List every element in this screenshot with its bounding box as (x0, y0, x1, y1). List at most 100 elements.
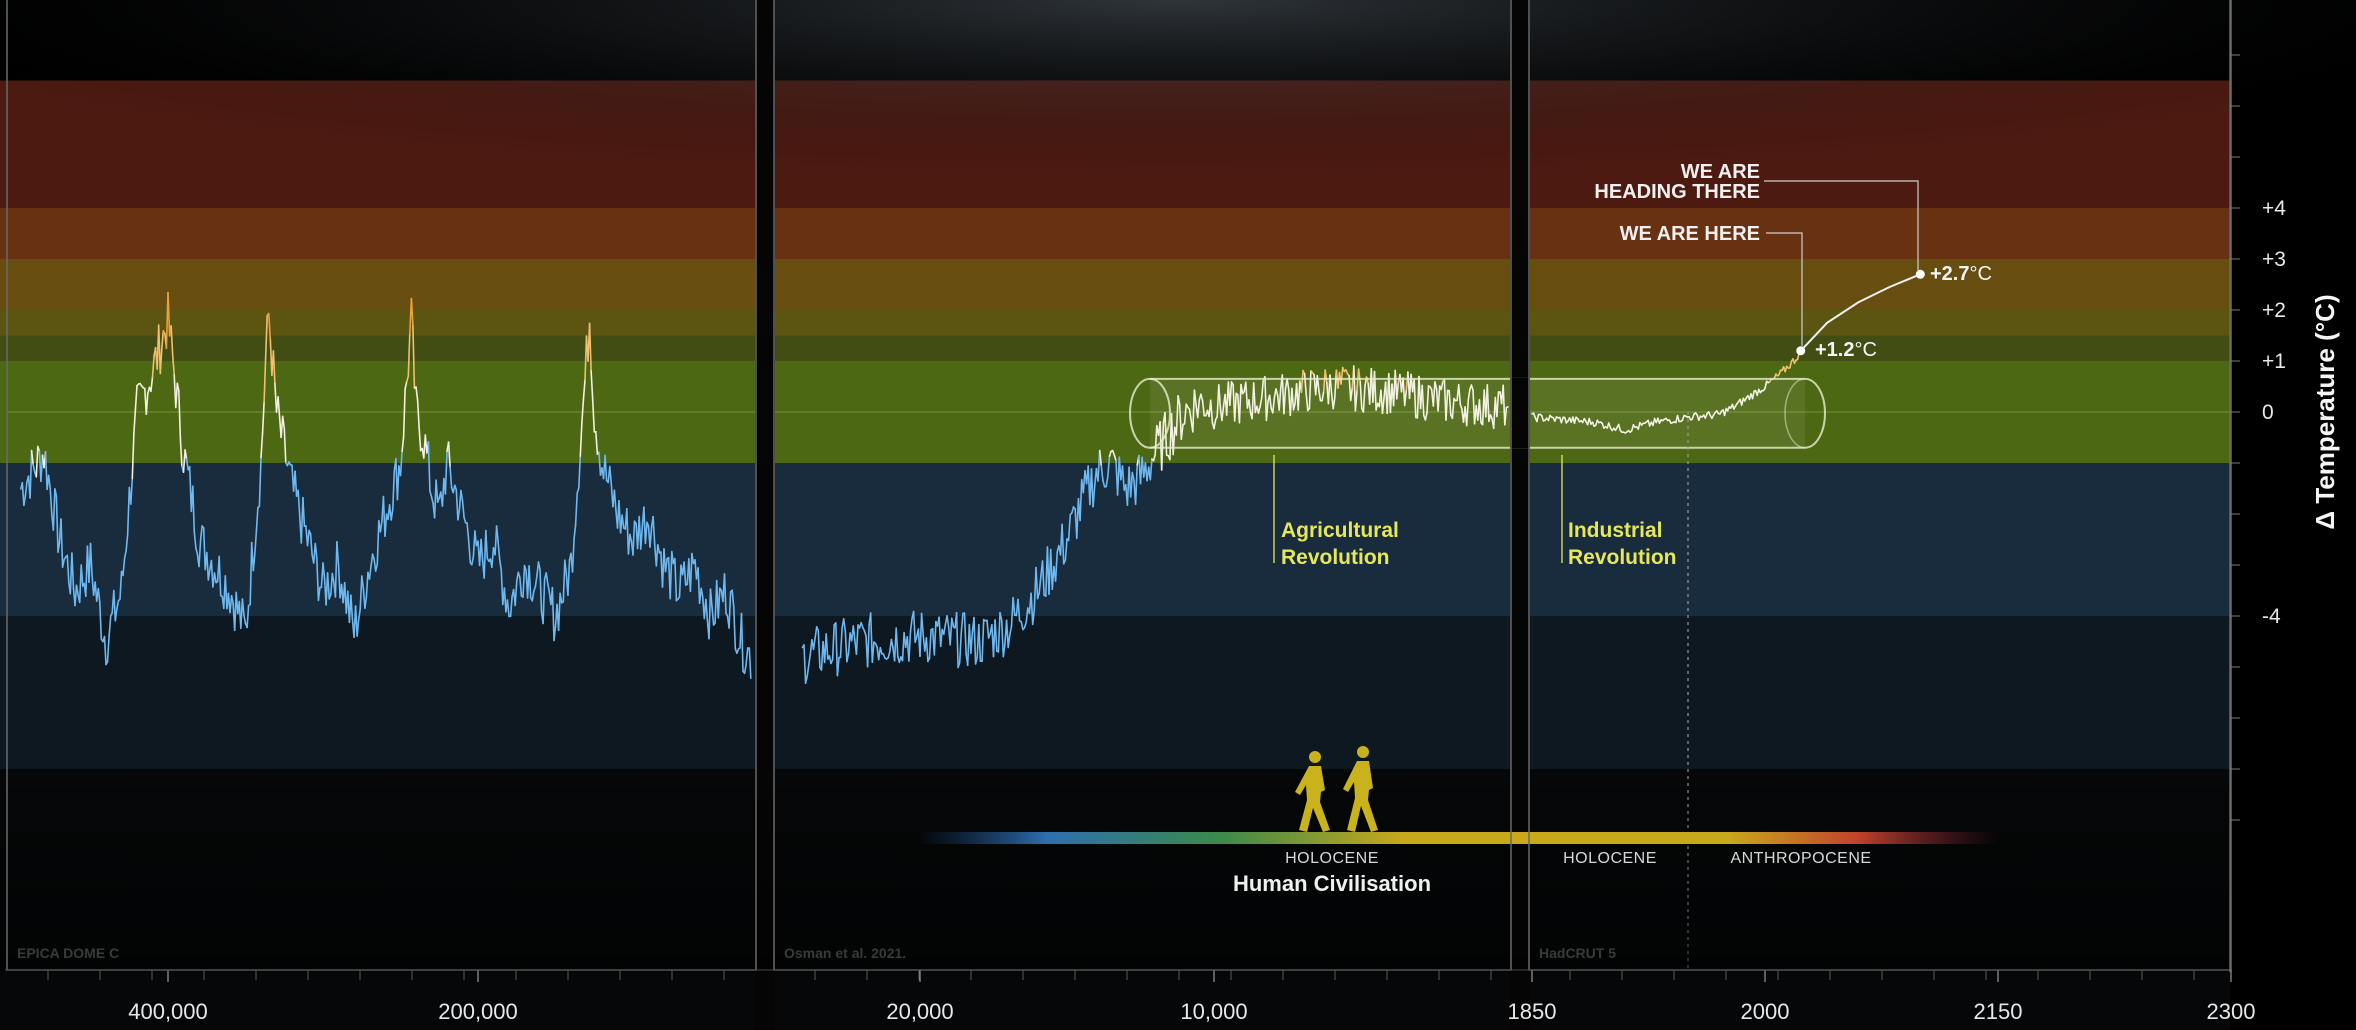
series-segment (847, 632, 851, 655)
series-segment (241, 598, 245, 616)
series-segment (1275, 388, 1279, 396)
series-segment (1209, 399, 1214, 424)
series-segment (581, 399, 585, 424)
series-segment (717, 587, 721, 619)
series-segment (1192, 389, 1196, 433)
series-segment (732, 606, 737, 650)
series-segment (317, 586, 321, 602)
series-segment (113, 589, 117, 622)
series-segment (1196, 398, 1201, 419)
civilisation-timeline: HOLOCENE HOLOCENE ANTHROPOCENE Human Civ… (918, 746, 1998, 896)
series-segment (825, 633, 829, 660)
series-segment (379, 520, 383, 533)
heading-there-line2: HEADING THERE (1594, 181, 1760, 203)
series-segment (683, 561, 687, 586)
series-segment (57, 541, 61, 553)
series-segment (842, 618, 847, 632)
series-segment (839, 627, 843, 659)
series-segment (1504, 406, 1508, 426)
series-segment (246, 604, 250, 629)
series-segment (806, 664, 810, 678)
series-segment (1467, 388, 1471, 401)
series-segment (1248, 399, 1252, 415)
series-segment (365, 571, 369, 599)
anthropocene-label: ANTHROPOCENE (1730, 850, 1871, 867)
series-segment (364, 596, 368, 610)
series-segment (302, 496, 306, 528)
earth-glow (0, 0, 2356, 300)
series-segment (1265, 400, 1269, 422)
series-segment (134, 384, 138, 411)
series-segment (391, 469, 396, 511)
series-segment (114, 608, 118, 622)
series-segment (1465, 398, 1470, 427)
series-segment (1541, 414, 1545, 422)
series-segment (1349, 387, 1354, 402)
series-segment (551, 586, 555, 642)
series-segment (912, 610, 917, 644)
series-segment (855, 624, 859, 656)
series-segment (1502, 384, 1506, 426)
series-segment (863, 629, 867, 637)
series-segment (579, 421, 583, 458)
series-segment (559, 592, 563, 604)
series-segment (255, 506, 259, 532)
series-segment (1413, 378, 1417, 419)
agricultural-revolution-line1: Agricultural (1281, 519, 1399, 542)
series-segment (655, 543, 659, 567)
series-segment (1030, 592, 1034, 626)
series-segment (812, 637, 816, 651)
tube-body (1150, 378, 1805, 448)
source-label: Osman et al. 2021. (784, 945, 906, 961)
series-segment (1108, 450, 1112, 458)
series-segment (449, 466, 453, 489)
series-segment (946, 615, 950, 628)
series-segment (890, 638, 894, 649)
series-segment (1300, 369, 1304, 393)
series-segment (249, 541, 253, 606)
series-segment (632, 520, 636, 556)
series-segment (463, 516, 467, 524)
series-segment (1121, 465, 1125, 492)
annotation-we-are-heading-there: WE ARE HEADING THERE (1594, 161, 1919, 272)
heading-there-line1: WE ARE (1681, 161, 1760, 183)
series-segment (545, 572, 549, 585)
series-segment (1505, 406, 1509, 409)
series-segment (1131, 471, 1135, 482)
series-segment (376, 519, 380, 566)
series-segment (1177, 394, 1181, 406)
series-segment (430, 495, 434, 505)
series-segment (24, 481, 28, 497)
series-segment (577, 455, 582, 489)
series-segment (167, 291, 171, 337)
series-segment (656, 543, 661, 554)
series-segment (1107, 455, 1111, 478)
series-segment (1193, 389, 1197, 406)
holocene-label-1: HOLOCENE (1285, 850, 1379, 867)
series-segment (130, 477, 134, 505)
series-segment (1459, 403, 1463, 410)
series-segment (23, 494, 27, 507)
x-tick-label: 1850 (1508, 999, 1557, 1024)
series-segment (1324, 369, 1328, 384)
series-segment (193, 531, 197, 549)
series-segment (709, 588, 713, 608)
series-segment (230, 594, 234, 605)
series-segment (1134, 464, 1138, 506)
series-segment (1201, 400, 1205, 417)
series-segment (457, 509, 461, 521)
series-segment (429, 490, 433, 498)
series-segment (1007, 633, 1011, 649)
agricultural-revolution-marker: Agricultural Revolution (1273, 455, 1399, 569)
x-axis: 400,000 200,000 20,000 10,000 1850 2000 2150 23… (5, 969, 2255, 1024)
series-segment (576, 487, 580, 495)
series-segment (1308, 369, 1312, 410)
series-segment (359, 575, 363, 611)
series-segment (1178, 403, 1183, 441)
series-segment (1486, 384, 1490, 423)
series-segment (461, 499, 465, 519)
series-segment (1291, 387, 1295, 411)
series-segment (444, 450, 448, 495)
series-segment (66, 554, 70, 584)
x-tick-label: 400,000 (128, 999, 208, 1024)
